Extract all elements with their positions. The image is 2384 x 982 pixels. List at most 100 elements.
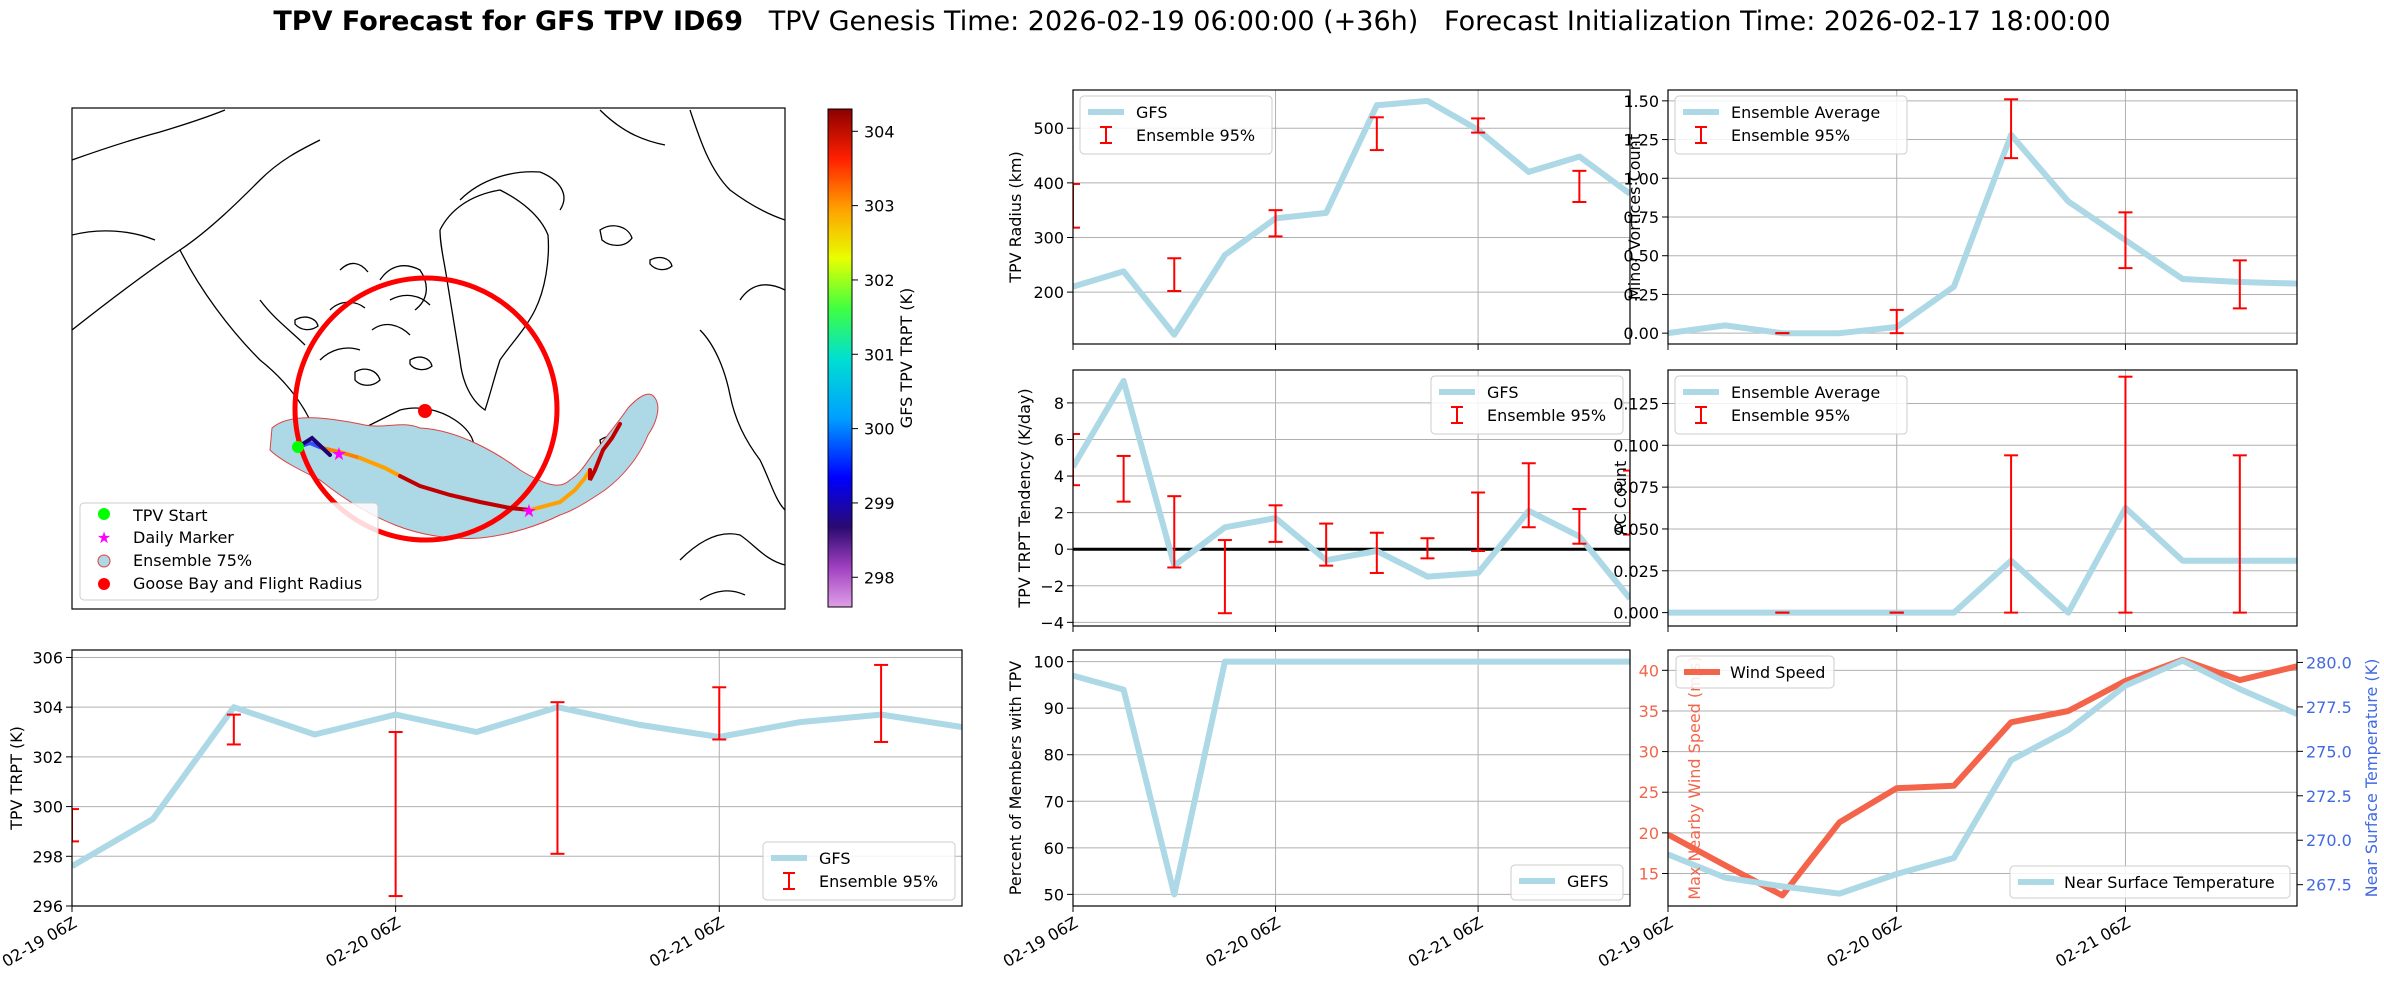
error-bar <box>2004 98 2019 160</box>
legend-label: Ensemble 95% <box>1731 406 1850 425</box>
x-tick-label: 02-21 06Z <box>2052 913 2133 971</box>
chart-frame <box>71 649 963 907</box>
error-bar <box>1217 539 1232 615</box>
error-bar <box>1167 257 1182 293</box>
y-tick-label: 50 <box>1044 885 1064 904</box>
chart-minor: 0.00 0.25 0.50 0.75 1.00 1.25 1.50 Minor Vortic… <box>1623 89 2298 350</box>
series-line-gefs <box>1073 658 1630 898</box>
y-tick-label: 0.025 <box>1613 562 1659 581</box>
y-axis-label: TPV TRPT Tendency (K/day) <box>1015 388 1034 608</box>
plot-area <box>1668 98 2297 337</box>
error-bar <box>712 686 727 741</box>
daily-marker-2: ★ <box>521 501 537 522</box>
y-tick-label: 306 <box>32 648 63 667</box>
error-bar <box>874 663 889 743</box>
coast-europe <box>679 533 785 601</box>
legend-errorbar-icon <box>1100 126 1112 144</box>
x-tick-label: 02-20 06Z <box>322 913 403 971</box>
coast-alaska-south <box>72 230 156 241</box>
y-axis-label: Minor Vortices Count <box>1625 134 1644 300</box>
y-tick-label: 70 <box>1044 792 1064 811</box>
y-axis-label: Max Nearby Wind Speed (m/s) <box>1685 656 1704 899</box>
y-axis-label: Percent of Members with TPV <box>1006 661 1025 895</box>
x-tick-label: 02-19 06Z <box>1595 913 1676 971</box>
map-legend: TPV Start ★ Daily Marker Ensemble 75% Go… <box>79 502 379 601</box>
map-panel: ★ ★ TPV Start ★ Daily Marker Ensemble 75… <box>71 107 916 610</box>
error-bar <box>1471 491 1486 553</box>
chart-legend: Ensemble Average Ensemble 95% <box>1674 95 1908 155</box>
y-tick-label: 0.00 <box>1623 324 1659 343</box>
chart-legend: GFS Ensemble 95% <box>1079 95 1273 155</box>
legend-ensemble-icon <box>97 554 111 568</box>
x-tick-label: 02-19 06Z <box>0 913 80 971</box>
y-tick-label: 80 <box>1044 746 1064 765</box>
error-bar <box>1073 182 1080 229</box>
y-tick-label: 0.50 <box>1623 247 1659 266</box>
y-tick-label-right: 280.0 <box>2306 653 2352 672</box>
legend-daily-marker-icon: ★ <box>97 528 111 547</box>
error-bar <box>1369 116 1384 152</box>
error-bar <box>226 713 241 746</box>
chart-frame <box>1667 649 2298 907</box>
legend-label: GFS <box>819 849 850 868</box>
legend-tpv-start-icon <box>98 508 110 520</box>
error-bar <box>1268 504 1283 543</box>
figure-title-bold: TPV Forecast for GFS TPV ID69 <box>273 6 743 37</box>
chart-legend: GFS Ensemble 95% <box>1430 375 1624 435</box>
legend-label: Wind Speed <box>1730 663 1825 682</box>
error-bar <box>1420 537 1435 560</box>
y-tick-label-right: 267.5 <box>2306 876 2352 895</box>
y-tick-label: 0.75 <box>1623 208 1659 227</box>
coast-svalbard <box>599 225 673 271</box>
map-legend-box <box>79 502 379 601</box>
chart-trpt: 296 298 300 302 304 306 TPV TRPT (K) 02-19 06Z 0… <box>0 648 963 971</box>
y-axis-label: TPV Radius (km) <box>1006 151 1025 284</box>
legend-ensemble-label: Ensemble 75% <box>133 551 252 570</box>
track-seg-2 <box>320 446 362 460</box>
y-tick-label: 60 <box>1044 839 1064 858</box>
error-bar <box>2004 454 2019 614</box>
legend-box <box>1510 864 1624 901</box>
track-seg-5 <box>528 468 592 512</box>
y-axis-label-right: Near Surface Temperature (K) <box>2362 659 2381 898</box>
coast-scandinavia <box>699 284 785 511</box>
legend-goose-bay-label: Goose Bay and Flight Radius <box>133 574 362 593</box>
series-line-gfs <box>72 704 962 869</box>
y-tick-label: 90 <box>1044 699 1064 718</box>
legend-label: Ensemble Average <box>1731 103 1880 122</box>
chart-frame <box>1667 369 2298 627</box>
series-line-ensemble-average <box>1668 131 2297 337</box>
y-tick-label: 0.075 <box>1613 478 1659 497</box>
legend-box <box>762 841 956 901</box>
plot-area <box>72 663 962 898</box>
legend-errorbar-icon <box>1451 406 1463 424</box>
series-line-gfs <box>1073 378 1630 601</box>
y-tick-label: 1.00 <box>1623 169 1659 188</box>
y-axis-label: AC Count <box>1611 461 1630 535</box>
y-tick-label: 6 <box>1054 430 1064 449</box>
y-tick-label-right: 272.5 <box>2306 787 2352 806</box>
coast-siberia <box>599 109 785 221</box>
plot-area <box>1668 656 2297 899</box>
error-bar <box>1572 169 1587 203</box>
y-tick-label: 25 <box>1639 783 1659 802</box>
y-tick-label-right: 270.0 <box>2306 831 2352 850</box>
legend-box <box>1674 375 1908 435</box>
error-bar <box>1369 531 1384 574</box>
tpv-track <box>296 422 622 512</box>
legend-label: Ensemble 95% <box>1731 126 1850 145</box>
coast-alaska <box>72 109 226 161</box>
chart-frame <box>1072 649 1631 907</box>
legend-tpv-start-label: TPV Start <box>132 506 208 525</box>
error-bar <box>1889 308 1904 335</box>
colorbar-tick-label: 298 <box>864 568 895 587</box>
track-seg-4 <box>398 474 532 512</box>
track-seg-3 <box>358 456 402 478</box>
y-tick-label: 100 <box>1033 653 1064 672</box>
track-seg-6 <box>588 422 622 481</box>
y-tick-label: 500 <box>1033 119 1064 138</box>
series-line-ensemble-average <box>1668 505 2297 616</box>
series-line-wind-speed <box>1668 656 2297 899</box>
legend-label: Ensemble 95% <box>1487 406 1606 425</box>
